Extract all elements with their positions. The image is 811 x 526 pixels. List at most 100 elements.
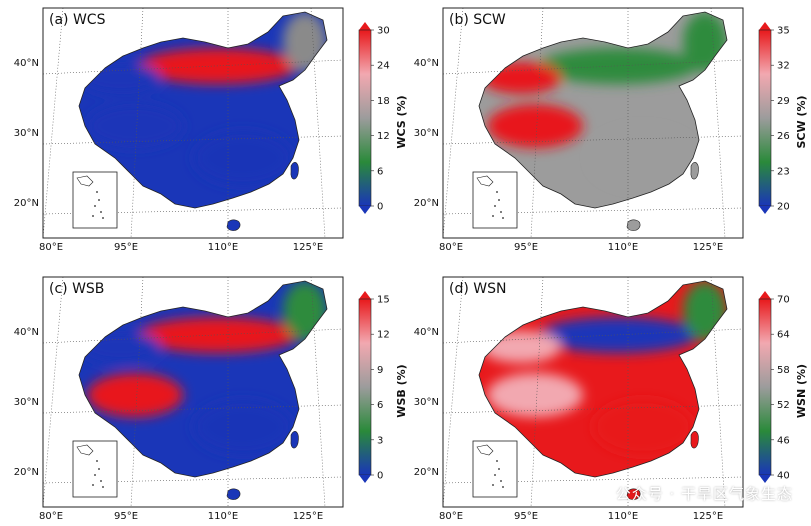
colorbar-bar — [758, 29, 772, 207]
graticule-lat — [42, 476, 344, 484]
colorbar-min-arrow — [759, 475, 771, 483]
region-tibet — [87, 373, 183, 417]
map-frame — [442, 276, 744, 508]
colorbar-tick-label: 6 — [377, 166, 383, 177]
map-field — [479, 12, 727, 208]
lat-label: 20°N — [14, 198, 39, 209]
graticule-lon — [710, 7, 726, 239]
watermark: 公众号 · 干旱区气象生态 — [615, 485, 793, 503]
colorbar-tick-label: 0 — [377, 202, 383, 213]
inset-south-china-sea — [72, 171, 118, 229]
lon-label: 95°E — [114, 242, 138, 253]
colorbar-tick-label: 58 — [777, 365, 790, 376]
colorbar: 70 64 58 52 46 40 WSN (%) — [758, 291, 808, 483]
colorbar-tick-label: 3 — [377, 435, 383, 446]
colorbar-tick-label: 70 — [777, 295, 790, 306]
colorbar-tick-label: 29 — [777, 96, 790, 107]
lat-label: 40°N — [14, 327, 39, 338]
region-northwest — [81, 331, 161, 363]
inset-south-china-sea — [472, 171, 518, 229]
region-northwest — [81, 62, 161, 94]
region-northeast — [683, 281, 727, 341]
panel-wsn: (d) WSN 40°N 30°N 20°N 80°E 95°E 110°E 125°E 70 6… — [414, 276, 808, 522]
china-outline — [478, 280, 728, 478]
map-frame — [42, 7, 344, 239]
region-northeast — [283, 281, 327, 341]
lon-label: 95°E — [514, 511, 538, 522]
region-northeast — [683, 12, 727, 72]
lon-label: 125°E — [693, 511, 723, 522]
china-outline — [478, 11, 728, 209]
lon-label: 80°E — [439, 511, 463, 522]
colorbar-label: WCS (%) — [395, 95, 408, 148]
region-north — [138, 317, 298, 353]
lat-label: 20°N — [414, 467, 439, 478]
region-south — [593, 130, 693, 186]
graticule-lat — [42, 59, 344, 75]
hainan — [226, 219, 241, 231]
taiwan — [290, 162, 299, 180]
graticule-lat — [442, 404, 744, 414]
colorbar-tick-label: 20 — [777, 202, 790, 213]
panel-variable: SCW — [473, 12, 506, 28]
lon-label: 80°E — [39, 242, 63, 253]
colorbar-bar — [358, 29, 372, 207]
graticule-lat — [42, 135, 344, 145]
colorbar-tick-label: 52 — [777, 400, 790, 411]
panel-wcs: (a) WCS 40°N 30°N 20°N 80°E 95°E 110°E 125°E 30 2… — [14, 7, 408, 253]
colorbar-min-arrow — [359, 475, 371, 483]
lat-label: 20°N — [414, 198, 439, 209]
panel-label: (c) WSB — [49, 281, 104, 297]
inset-south-china-sea — [72, 440, 118, 498]
graticule-lat — [442, 135, 744, 145]
region-south — [193, 130, 293, 186]
lon-label: 80°E — [439, 242, 463, 253]
colorbar: 35 32 29 26 23 20 SCW (%) — [758, 22, 808, 214]
colorbar-bar — [758, 298, 772, 476]
colorbar-tick-label: 12 — [377, 330, 390, 341]
region-northeast — [283, 12, 327, 72]
map-field — [479, 281, 727, 477]
china-outline — [78, 11, 328, 209]
map-field — [79, 12, 327, 208]
colorbar-max-arrow — [359, 22, 371, 30]
lon-label: 95°E — [114, 511, 138, 522]
hainan — [626, 488, 641, 500]
graticule-lat — [442, 328, 744, 344]
colorbar-tick-label: 18 — [377, 96, 390, 107]
graticule-lon — [442, 7, 464, 239]
panel-variable: WCS — [73, 12, 106, 28]
region-south — [593, 399, 693, 455]
colorbar: 30 24 18 12 6 0 WCS (%) — [358, 22, 408, 214]
region-north — [538, 317, 698, 353]
colorbar-max-arrow — [759, 291, 771, 299]
graticule-lon — [442, 276, 464, 508]
lat-label: 30°N — [414, 397, 439, 408]
taiwan — [690, 162, 699, 180]
graticule-lon — [42, 7, 64, 239]
hainan — [226, 488, 241, 500]
colorbar-min-arrow — [359, 206, 371, 214]
inset-south-china-sea — [472, 440, 518, 498]
colorbar-tick-label: 64 — [777, 330, 790, 341]
colorbar-max-arrow — [759, 22, 771, 30]
lat-label: 40°N — [14, 58, 39, 69]
colorbar-tick-label: 12 — [377, 131, 390, 142]
region-north — [538, 48, 698, 84]
colorbar-tick-label: 26 — [777, 131, 790, 142]
colorbar-tick-label: 15 — [377, 295, 390, 306]
graticule-lon — [310, 7, 326, 239]
colorbar-tick-label: 23 — [777, 166, 790, 177]
graticule-lat — [442, 59, 744, 75]
lat-label: 40°N — [414, 58, 439, 69]
lon-label: 125°E — [293, 242, 323, 253]
panel-variable: WSN — [473, 281, 506, 297]
lon-label: 125°E — [693, 242, 723, 253]
colorbar-tick-label: 40 — [777, 471, 790, 482]
colorbar-label: WSN (%) — [795, 364, 808, 418]
lon-label: 110°E — [208, 511, 238, 522]
colorbar-tick-label: 46 — [777, 435, 790, 446]
panel-label: (d) WSN — [449, 281, 506, 297]
colorbar: 15 12 9 6 3 0 WSB (%) — [358, 291, 408, 483]
